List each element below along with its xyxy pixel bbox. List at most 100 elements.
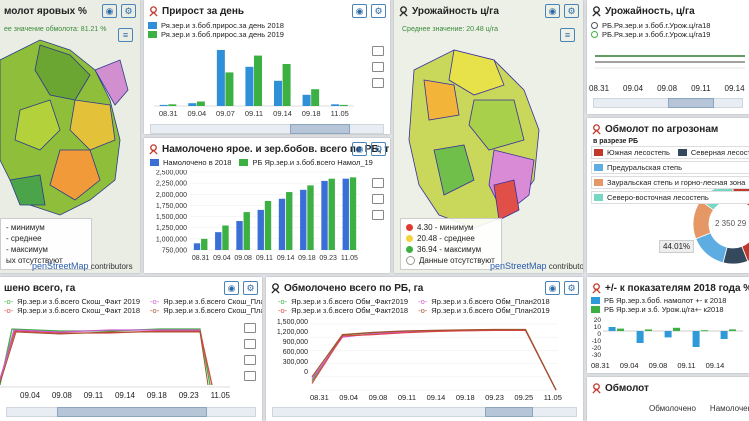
legend-item[interactable]: Ря.зер.и з.боб.прирос.за день 2018 [148, 21, 284, 30]
x-tick: 09.11 [245, 109, 263, 118]
bar [216, 50, 225, 106]
legend-item[interactable]: РБ.Ря.зер.и з.боб.г.Урож.ц/га18 [591, 21, 710, 30]
wave-icon[interactable] [372, 46, 384, 56]
y-tick: 600,000 [282, 349, 308, 356]
legend-item[interactable]: Зауральская степь и горно-лесная зона [591, 176, 749, 189]
gear-icon[interactable]: ⚙ [121, 4, 136, 18]
legend-item[interactable]: Предуральская степь [591, 161, 749, 174]
panel-title: Обмолот по агрозонам [605, 124, 719, 135]
camera-icon[interactable]: ◉ [545, 4, 560, 18]
mowing-chart[interactable] [0, 319, 230, 389]
bar [328, 178, 335, 250]
legend-item[interactable]: -o- Яр.зер.и з.б.всего Скош_Факт 2018 [4, 306, 141, 315]
stack-icon[interactable] [372, 194, 384, 204]
bar [673, 327, 680, 331]
threshed-chart[interactable] [310, 321, 560, 393]
bar [225, 72, 234, 106]
pin-icon [149, 6, 158, 17]
legend-item[interactable]: РБ Яр.зер.и з.боб.всего Намол_19 [239, 158, 373, 167]
indicators-chart[interactable] [603, 317, 747, 359]
x-tick: 09.14 [724, 84, 745, 93]
grid-icon[interactable] [372, 210, 384, 220]
camera-icon[interactable]: ◉ [352, 142, 367, 156]
indicators-panel: +/- к показателям 2018 года % РБ Яр.зер.… [587, 277, 749, 373]
gear-icon[interactable]: ⚙ [371, 4, 386, 18]
legend-item[interactable]: Ря.зер.и з.боб.прирос.за день 2019 [148, 30, 284, 39]
range-slider[interactable] [593, 98, 743, 108]
camera-icon[interactable]: ◉ [224, 281, 239, 295]
series-line [311, 328, 557, 391]
x-tick: 09.23 [178, 391, 199, 400]
legend-item[interactable]: -o- Яр.зер.и з.б.всего Обм_Факт2019 [278, 297, 409, 306]
x-tick: 08.31 [591, 361, 610, 370]
bar [201, 238, 208, 250]
bar [608, 327, 616, 331]
y-tick: 300,000 [282, 359, 308, 366]
x-tick: 09.18 [455, 393, 475, 402]
gear-icon[interactable]: ⚙ [564, 4, 579, 18]
panel-toolbar: ◉ ⚙ [545, 4, 579, 18]
camera-icon[interactable]: ◉ [545, 281, 560, 295]
bar [274, 80, 282, 106]
legend-item[interactable]: РБ Яр.зер.з.боб. намолот +- к 2018 [591, 296, 726, 305]
reset-icon[interactable] [244, 371, 256, 381]
legend-min: - минимум [6, 223, 45, 232]
stack-icon[interactable] [244, 339, 256, 349]
bar [222, 225, 229, 250]
layers-icon[interactable]: ≡ [118, 28, 133, 42]
wave-icon[interactable] [372, 178, 384, 188]
x-tick: 09.14 [114, 391, 136, 400]
stack-icon[interactable] [372, 62, 384, 72]
legend-item[interactable]: -o- Яр.зер.и з.б.всего Обм_Факт2018 [278, 306, 409, 315]
legend-item[interactable]: -o-Яр.зер.и з.б.всего Скош_План 2018 [150, 297, 262, 306]
agrozones-panel: Обмолот по агрозонам в разрезе РБ Южная … [587, 118, 749, 273]
range-slider[interactable] [272, 407, 577, 417]
series-line [311, 329, 557, 391]
legend-item[interactable]: -o-Яр.зер.и з.б.всего Скош_План 2019 [150, 306, 262, 315]
bar [215, 232, 222, 250]
region-map[interactable] [0, 0, 140, 273]
chart-tools [372, 46, 384, 88]
column-header[interactable]: Обмолочено [649, 404, 696, 413]
camera-icon[interactable]: ◉ [102, 4, 117, 18]
legend-max: 36.94 - максимум [417, 245, 482, 254]
legend-item[interactable]: РБ.Ря.зер.и з.боб.г.Урож.ц/га19 [591, 30, 710, 39]
x-tick: 09.04 [187, 109, 206, 118]
panel-toolbar: ◉ ⚙ [352, 142, 386, 156]
x-tick: 09.08 [234, 255, 252, 262]
map-attribution[interactable]: penStreetMap contributors [32, 261, 133, 271]
grid-icon[interactable] [244, 355, 256, 365]
y-tick: 750,000 [162, 248, 187, 255]
wave-icon[interactable] [244, 323, 256, 333]
bar [349, 177, 357, 250]
pin-icon [271, 283, 280, 294]
bar [278, 198, 286, 250]
gear-icon[interactable]: ⚙ [243, 281, 258, 295]
x-tick: 09.11 [83, 391, 104, 400]
camera-icon[interactable]: ◉ [352, 4, 367, 18]
bar [701, 330, 708, 332]
legend-item[interactable]: Намолочено в 2018 [150, 158, 231, 167]
legend-item[interactable]: -o- Яр.зер.и з.б.всего Обм_План2019 [418, 306, 550, 315]
cumulative-chart[interactable]: 2,500,000 2,250,000 2,000,000 1,750,000 1,50… [144, 170, 370, 270]
layers-icon[interactable]: ≡ [560, 28, 575, 42]
legend-item[interactable]: -o- Яр.зер.и з.б.всего Обм_План2018 [418, 297, 550, 306]
map-attribution[interactable]: penStreetMap contributors [490, 261, 583, 271]
grid-icon[interactable] [372, 78, 384, 88]
bar [617, 328, 624, 331]
x-tick: 09.14 [705, 361, 725, 370]
gear-icon[interactable]: ⚙ [371, 142, 386, 156]
bar [159, 104, 168, 106]
gear-icon[interactable]: ⚙ [564, 281, 579, 295]
legend-item[interactable]: Северо-восточная лесостепь [591, 191, 749, 204]
range-slider[interactable] [6, 407, 256, 417]
average-note: ее значение обмолота: 81.21 % [4, 26, 107, 33]
legend-item[interactable]: -o- Яр.зер.и з.б.всего Скош_Факт 2019 [4, 297, 141, 306]
legend-item[interactable]: РБ Яр.зер.и з.б. Урож.ц/га+- к2018 [591, 305, 726, 314]
daily-growth-chart[interactable]: 08.31 09.04 09.07 09.11 09.14 09.18 11.05 [150, 44, 370, 124]
x-tick: 08.31 [192, 255, 210, 262]
yield-line-chart[interactable] [587, 42, 749, 82]
range-slider[interactable] [150, 124, 384, 134]
column-header[interactable]: Намолочено [709, 404, 749, 413]
